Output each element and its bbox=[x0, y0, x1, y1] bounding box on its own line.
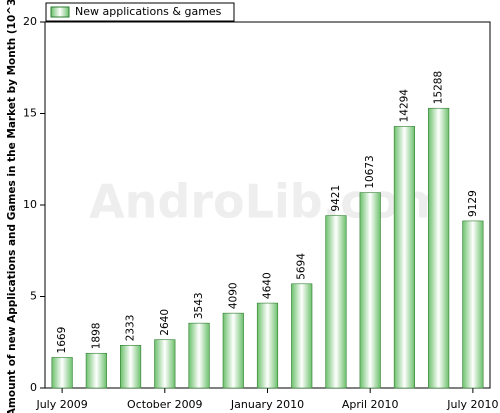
bar bbox=[291, 283, 313, 389]
value-label: 2640 bbox=[159, 309, 171, 336]
y-tick-label: 15 bbox=[23, 107, 37, 120]
x-tick-label: July 2009 bbox=[35, 398, 87, 411]
x-tick-label: October 2009 bbox=[127, 398, 203, 411]
value-label: 5694 bbox=[296, 253, 308, 280]
bar bbox=[393, 126, 415, 389]
legend-swatch bbox=[50, 6, 70, 18]
y-tick-label: 0 bbox=[30, 381, 37, 394]
bar bbox=[51, 357, 73, 389]
y-tick-label: 20 bbox=[23, 15, 37, 28]
bar bbox=[120, 345, 142, 389]
bar bbox=[222, 312, 244, 389]
legend-box bbox=[45, 2, 235, 22]
value-label: 1898 bbox=[90, 323, 102, 350]
value-label: 4090 bbox=[227, 282, 239, 309]
value-label: 4640 bbox=[262, 272, 274, 299]
value-label: 10673 bbox=[364, 155, 376, 188]
x-tick-label: April 2010 bbox=[342, 398, 399, 411]
y-tick-label: 5 bbox=[30, 290, 37, 303]
x-tick-label: July 2010 bbox=[446, 398, 498, 411]
y-tick-label: 10 bbox=[23, 198, 37, 211]
bar bbox=[359, 192, 381, 389]
legend-label: New applications & games bbox=[75, 5, 222, 18]
value-label: 1669 bbox=[56, 327, 68, 354]
bar bbox=[428, 107, 450, 389]
value-label: 3543 bbox=[193, 292, 205, 319]
bar bbox=[462, 220, 484, 389]
bar bbox=[188, 322, 210, 389]
x-tick-label: January 2010 bbox=[230, 398, 304, 411]
value-label: 15288 bbox=[433, 71, 445, 104]
value-label: 2333 bbox=[125, 315, 137, 342]
value-label: 9421 bbox=[330, 185, 342, 212]
value-label: 14294 bbox=[398, 89, 410, 123]
bar bbox=[256, 302, 279, 389]
watermark: AndroLib.com bbox=[89, 175, 447, 229]
bar bbox=[85, 352, 107, 389]
y-axis-label: Amount of new Applications and Games in … bbox=[6, 0, 18, 413]
bar bbox=[325, 215, 347, 389]
bar bbox=[154, 339, 176, 389]
value-label: 9129 bbox=[467, 190, 479, 217]
